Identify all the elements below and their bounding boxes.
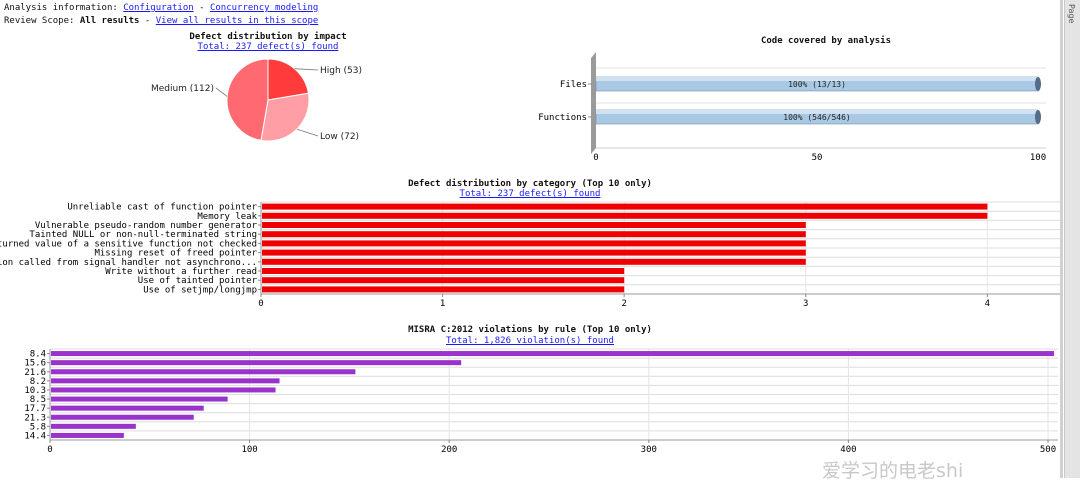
- misra-xtick-0: 0: [47, 445, 52, 455]
- coverage-xtick-1: 50: [812, 153, 823, 163]
- misra-category-label-1: 15.6: [24, 359, 46, 369]
- analysis-info-line: Analysis information: Configuration - Co…: [4, 3, 318, 13]
- category-category-label-6: Function called from signal handler not …: [0, 258, 257, 268]
- separator-text: -: [193, 3, 210, 13]
- pie-slice-0: [267, 58, 310, 101]
- category-category-label-7: Write without a further read: [105, 267, 257, 277]
- category-category-label-1: Memory leak: [197, 212, 257, 222]
- pie-label-2: Medium (112): [151, 84, 214, 94]
- review-scope-label: Review Scope:: [4, 16, 75, 26]
- category-xtick-3: 3: [803, 299, 808, 309]
- misra-category-label-6: 17.7: [24, 404, 46, 414]
- misra-bar-5: [51, 396, 228, 402]
- pie-leader-0: [294, 68, 319, 71]
- pie-label-1: Low (72): [320, 132, 359, 142]
- impact-chart-title: Defect distribution by impact: [189, 32, 347, 42]
- misra-bar-3: [51, 378, 280, 384]
- misra-bar-6: [51, 405, 204, 411]
- coverage-xtick-2: 100: [1030, 153, 1046, 163]
- misra-bar-0: [51, 351, 1055, 357]
- coverage-xtick-0: 0: [593, 153, 598, 163]
- misra-xtick-5: 500: [1040, 445, 1056, 455]
- coverage-category-label-1: Functions: [538, 113, 587, 123]
- category-bar-9: [262, 286, 625, 293]
- misra-bar-8: [51, 423, 136, 429]
- pie-label-0: High (53): [320, 66, 362, 76]
- misra-category-label-2: 21.6: [24, 368, 46, 378]
- misra-bar-4: [51, 387, 276, 393]
- coverage-bar-label-1: 100% (546/546): [783, 113, 850, 122]
- misra-category-label-9: 14.4: [24, 431, 46, 441]
- category-xtick-0: 0: [258, 299, 263, 309]
- concurrency-modeling-link[interactable]: Concurrency modeling: [209, 3, 319, 13]
- category-bar-0: [262, 203, 988, 210]
- category-category-label-4: Returned value of a sensitive function n…: [0, 239, 257, 249]
- category-total-link[interactable]: Total: 237 defect(s) found: [459, 189, 601, 199]
- vertical-scrollbar[interactable]: [1060, 0, 1063, 478]
- misra-xtick-2: 200: [441, 445, 457, 455]
- misra-total-link[interactable]: Total: 1,826 violation(s) found: [446, 336, 614, 346]
- category-category-label-3: Tainted NULL or non-null-terminated stri…: [29, 230, 257, 240]
- review-scope-line: Review Scope: All results - View all res…: [4, 16, 318, 26]
- pie-slice-2: [226, 58, 269, 141]
- scope-dash-text: -: [139, 16, 156, 26]
- misra-category-label-3: 8.2: [30, 377, 46, 387]
- review-scope-value: All results: [79, 16, 140, 26]
- pie-slice-1: [260, 92, 310, 142]
- category-bar-2: [262, 222, 806, 228]
- category-chart-title: Defect distribution by category (Top 10 …: [408, 179, 652, 189]
- analysis-info-label: Analysis information:: [4, 3, 118, 13]
- misra-category-label-4: 10.3: [24, 386, 46, 396]
- category-bar-1: [262, 212, 988, 219]
- misra-bar-2: [51, 369, 356, 375]
- misra-category-label-8: 5.8: [30, 422, 46, 432]
- side-tab-label: Page: [1067, 4, 1076, 24]
- misra-chart-title: MISRA C:2012 violations by rule (Top 10 …: [408, 325, 652, 335]
- category-bar-5: [262, 249, 806, 256]
- pie-leader-2: [215, 87, 228, 97]
- watermark-text: 爱学习的电老shi: [822, 460, 964, 482]
- category-xtick-1: 1: [440, 299, 445, 309]
- category-xtick-4: 4: [985, 299, 990, 309]
- category-category-label-8: Use of tainted pointer: [138, 276, 258, 286]
- coverage-chart-title: Code covered by analysis: [760, 36, 892, 46]
- coverage-category-label-0: Files: [560, 80, 587, 90]
- pie-leader-1: [296, 128, 319, 137]
- category-bar-4: [262, 240, 806, 247]
- side-page-tab[interactable]: Page: [1064, 0, 1080, 478]
- misra-category-label-5: 8.5: [30, 395, 46, 405]
- misra-category-label-0: 8.4: [30, 350, 46, 360]
- coverage-bar-label-0: 100% (13/13): [788, 80, 846, 89]
- category-category-label-0: Unreliable cast of function pointer: [67, 203, 257, 213]
- category-bar-7: [262, 268, 625, 274]
- view-all-results-link[interactable]: View all results in this scope: [155, 16, 319, 26]
- coverage-bar-end-1: [1035, 110, 1041, 124]
- coverage-bar-highlight-0: [596, 77, 1038, 81]
- coverage-bar-highlight-1: [596, 110, 1038, 114]
- category-bar-8: [262, 277, 625, 284]
- category-category-label-5: Missing reset of freed pointer: [94, 249, 257, 259]
- configuration-link[interactable]: Configuration: [123, 3, 194, 13]
- category-bar-6: [262, 258, 806, 265]
- charts-canvas: High (53) Low (72) Medium (112) Files 100% (…: [0, 52, 1060, 455]
- category-xtick-2: 2: [621, 299, 626, 309]
- category-category-label-9: Use of setjmp/longjmp: [143, 285, 257, 295]
- coverage-bar-end-0: [1035, 77, 1041, 91]
- coverage-side-wall: [591, 52, 596, 154]
- misra-bar-1: [51, 360, 462, 366]
- misra-bar-9: [51, 432, 124, 438]
- misra-xtick-4: 400: [840, 445, 856, 455]
- misra-xtick-1: 100: [241, 445, 257, 455]
- category-category-label-2: Vulnerable pseudo-random number generato…: [35, 221, 258, 231]
- misra-bar-7: [51, 414, 194, 420]
- category-bar-3: [262, 231, 806, 238]
- misra-category-label-7: 21.3: [24, 413, 46, 423]
- misra-xtick-3: 300: [641, 445, 657, 455]
- impact-total-link[interactable]: Total: 237 defect(s) found: [197, 42, 339, 52]
